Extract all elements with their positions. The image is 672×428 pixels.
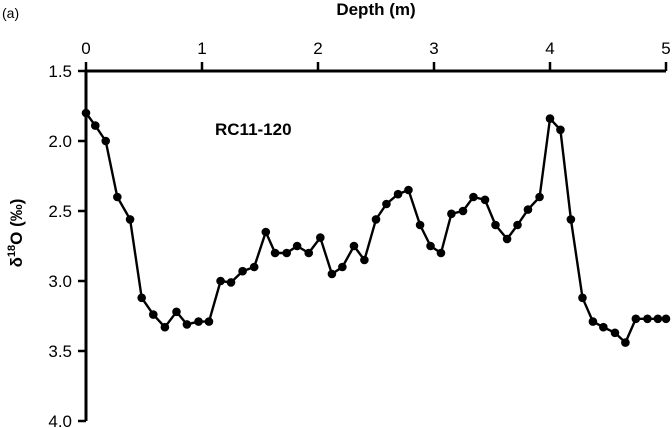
data-point: [447, 209, 456, 219]
y-axis-unit: O (‰): [7, 199, 26, 245]
x-tick-label: 2: [313, 39, 322, 58]
data-point: [404, 185, 413, 195]
data-point: [621, 338, 630, 347]
data-point: [436, 248, 446, 258]
data-point: [371, 215, 381, 224]
data-point: [458, 206, 468, 216]
data-point: [631, 314, 641, 324]
data-point: [523, 205, 533, 214]
data-point: [160, 322, 170, 332]
data-point: [393, 189, 403, 199]
data-point: [204, 317, 214, 326]
data-point: [270, 248, 280, 258]
data-point: [535, 192, 544, 202]
core-label: RC11-120: [215, 120, 292, 139]
data-point: [216, 276, 225, 286]
data-point: [226, 278, 236, 287]
data-point: [125, 215, 135, 224]
data-point: [643, 314, 652, 324]
data-point: [502, 234, 512, 244]
data-point: [566, 215, 576, 224]
x-tick-label: 0: [81, 39, 90, 58]
data-point: [382, 199, 391, 209]
data-point: [480, 195, 490, 205]
y-tick-label: 1.5: [48, 62, 72, 81]
data-point: [556, 125, 565, 135]
data-point: [238, 266, 247, 276]
y-tick-label: 2.0: [48, 132, 72, 151]
data-point: [182, 320, 192, 329]
data-point: [599, 322, 608, 332]
x-axis-title: Depth (m): [336, 0, 415, 19]
data-point: [469, 192, 478, 202]
data-point: [292, 241, 302, 251]
data-point: [282, 248, 291, 258]
data-point: [249, 262, 259, 272]
data-point: [653, 314, 663, 324]
data-point: [194, 317, 203, 326]
series-line: [85, 112, 666, 344]
data-point: [316, 233, 325, 242]
x-tick-label: 3: [429, 39, 438, 58]
y-tick-label: 3.0: [48, 272, 72, 291]
x-tick-label: 4: [545, 39, 554, 58]
x-tick-label: 5: [661, 39, 670, 58]
data-point: [338, 262, 347, 272]
data-point: [491, 220, 500, 230]
data-point: [578, 293, 587, 303]
data-point: [90, 121, 100, 130]
y-tick-label: 2.5: [48, 202, 72, 221]
x-tick-label: 1: [197, 39, 206, 58]
data-point: [137, 293, 146, 303]
data-point: [426, 241, 435, 251]
data-point: [148, 310, 158, 319]
data-point: [588, 317, 598, 326]
data-point: [81, 108, 91, 118]
y-tick-label: 4.0: [48, 412, 72, 428]
data-point: [261, 227, 271, 237]
data-point: [415, 220, 425, 230]
data-point: [349, 241, 359, 251]
data-point: [610, 328, 620, 338]
y-axis-title: δ18O (‰): [6, 199, 26, 268]
data-point: [113, 192, 122, 202]
data-point: [360, 255, 369, 265]
data-point: [513, 220, 522, 230]
panel-label: (a): [2, 5, 19, 21]
data-point: [327, 269, 337, 279]
y-axis-delta: δ: [7, 257, 26, 267]
data-point: [661, 314, 671, 324]
axes: 0 1 2 3 4 5 1.5 2.0 2.5 3.0 3.5 4.0: [48, 39, 670, 428]
data-point: [172, 307, 181, 317]
y-axis-superscript: 18: [6, 245, 18, 257]
y-tick-label: 3.5: [48, 342, 72, 361]
data-point: [304, 248, 314, 258]
data-point: [101, 136, 111, 146]
data-point: [545, 114, 555, 123]
series-layer: [81, 108, 671, 347]
